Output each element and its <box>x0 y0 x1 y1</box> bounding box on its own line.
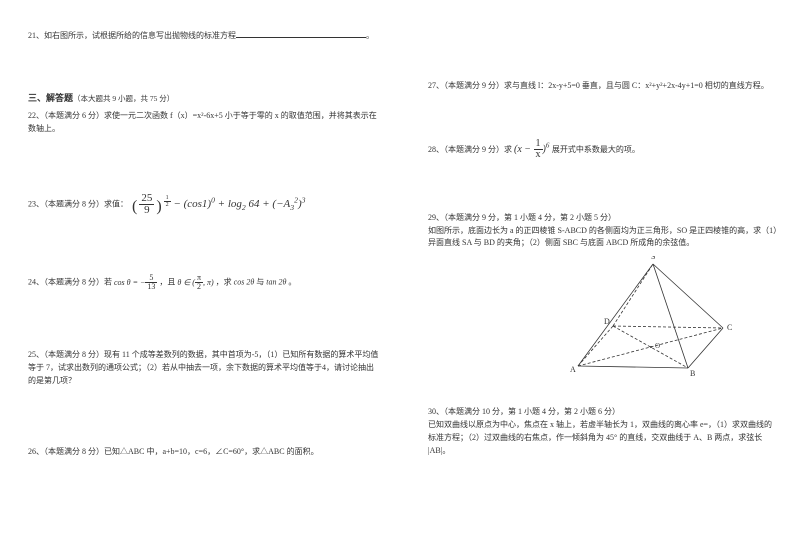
q29-line1: 29、（本题满分 9 分，第 1 小题 4 分，第 2 小题 5 分） <box>428 212 780 225</box>
question-28: 28、（本题满分 9 分）求 (x − 1x)6 展开式中系数最大的项。 <box>428 139 780 160</box>
question-21: 21、如右图所示，试根据所给的信息写出抛物线的标准方程 。 <box>28 30 380 43</box>
q30-line1: 30、（本题满分 10 分，第 1 小题 4 分，第 2 小题 6 分） <box>428 406 780 419</box>
xden: x <box>534 150 543 160</box>
section-label: 三、解答题 <box>28 93 73 103</box>
log-arg: 64 + ( <box>246 198 276 210</box>
q26-text: 26、（本题满分 8 分）已知△ABC 中，a+b=10，c=6，∠C=60°，… <box>28 447 319 456</box>
right-column: 27、（本题满分 9 分）求与直线 l：2x-y+5=0 垂直，且与圆 C：x²… <box>400 0 800 554</box>
q29-line2: 如图所示，底面边长为 a 的正四棱锥 S-ABCD 的各侧面均为正三角形，SO … <box>428 225 780 251</box>
exp6: 6 <box>546 141 550 149</box>
q24-cos: cos θ = −513 <box>114 278 159 287</box>
sup-0: 0 <box>211 196 215 205</box>
x-minus: x − <box>517 144 533 155</box>
section-sub: （本大题共 9 小题，共 75 分） <box>73 94 174 103</box>
q27-text: 27、（本题满分 9 分）求与直线 l：2x-y+5=0 垂直，且与圆 C：x²… <box>428 81 769 90</box>
paren-l: ( <box>130 199 139 215</box>
question-23: 23、（本题满分 8 分）求值： (259)12 − (cos1)0 + log… <box>28 193 380 216</box>
q24-range: θ ∈ (π2, π) <box>177 278 215 287</box>
question-26: 26、（本题满分 8 分）已知△ABC 中，a+b=10，c=6，∠C=60°，… <box>28 446 380 459</box>
q25-text: 25、（本题满分 8 分）现有 11 个成等差数列的数据，其中首项为-5，（1）… <box>28 350 378 385</box>
question-30: 30、（本题满分 10 分，第 1 小题 4 分，第 2 小题 6 分） 已知双… <box>428 406 780 457</box>
minus-cos: − (cos1) <box>173 198 211 210</box>
cos-eq: cos θ = − <box>114 278 145 287</box>
plus-log: + log <box>218 198 242 210</box>
label-B: B <box>690 369 695 378</box>
pyramid-svg: S A B C D O <box>548 256 738 386</box>
q24-text-c: ，求 <box>216 278 232 287</box>
den13: 13 <box>145 283 157 291</box>
q30-line2: 已知双曲线以原点为中心，焦点在 x 轴上，若虚半轴长为 1，双曲线的离心率 e=… <box>428 419 780 457</box>
q24-text-a: 24、（本题满分 8 分）若 <box>28 278 112 287</box>
q21-suffix: 。 <box>366 31 374 40</box>
cos2t: cos 2θ <box>234 278 255 287</box>
den-9: 9 <box>139 205 154 216</box>
q23-text: 23、（本题满分 8 分）求值： <box>28 200 128 209</box>
tan2t: tan 2θ <box>266 278 286 287</box>
q24-text-e: 。 <box>288 278 296 287</box>
question-22: 22、（本题满分 6 分）求使一元二次函数 f（x）=x²-6x+5 小于等于零… <box>28 110 380 136</box>
neg: − <box>276 198 283 210</box>
label-D: D <box>604 317 610 326</box>
q28-text-b: 展开式中系数最大的项。 <box>552 145 640 154</box>
q23-formula: (259)12 − (cos1)0 + log2 64 + (−A32)3 <box>130 193 305 216</box>
left-column: 21、如右图所示，试根据所给的信息写出抛物线的标准方程。 三、解答题（本大题共 … <box>0 0 400 554</box>
paren-r: ) <box>154 199 163 215</box>
exam-page: 21、如右图所示，试根据所给的信息写出抛物线的标准方程。 三、解答题（本大题共 … <box>0 0 800 554</box>
label-O: O <box>655 342 660 350</box>
label-A: A <box>570 365 576 374</box>
comma-pi: , π) <box>203 278 214 287</box>
theta-in: θ ∈ ( <box>177 278 195 287</box>
pi-den: 2 <box>195 283 203 291</box>
question-24: 24、（本题满分 8 分）若 cos θ = −513 ，且 θ ∈ (π2, … <box>28 274 380 291</box>
q22-text: 22、（本题满分 6 分）求使一元二次函数 f（x）=x²-6x+5 小于等于零… <box>28 111 377 133</box>
exp-den: 2 <box>164 202 171 208</box>
exp-num: 1 <box>164 195 171 202</box>
label-S: S <box>651 256 655 261</box>
answer-blank <box>236 37 366 38</box>
q24-text-d: 与 <box>256 278 264 287</box>
q24-text-b: ，且 <box>159 278 175 287</box>
q28-text: 28、（本题满分 9 分）求 <box>428 145 512 154</box>
q21-text: 21、如右图所示，试根据所给的信息写出抛物线的标准方程 <box>28 31 236 40</box>
question-29: 29、（本题满分 9 分，第 1 小题 4 分，第 2 小题 5 分） 如图所示… <box>428 212 780 250</box>
label-C: C <box>727 323 732 332</box>
question-25: 25、（本题满分 8 分）现有 11 个成等差数列的数据，其中首项为-5，（1）… <box>28 349 380 387</box>
pyramid-figure: S A B C D O <box>548 256 780 388</box>
q28-formula: (x − 1x)6 <box>514 144 552 155</box>
question-27: 27、（本题满分 9 分）求与直线 l：2x-y+5=0 垂直，且与圆 C：x²… <box>428 80 780 93</box>
sup-3: 3 <box>302 196 306 205</box>
section-3-heading: 三、解答题（本大题共 9 小题，共 75 分） <box>28 91 380 104</box>
